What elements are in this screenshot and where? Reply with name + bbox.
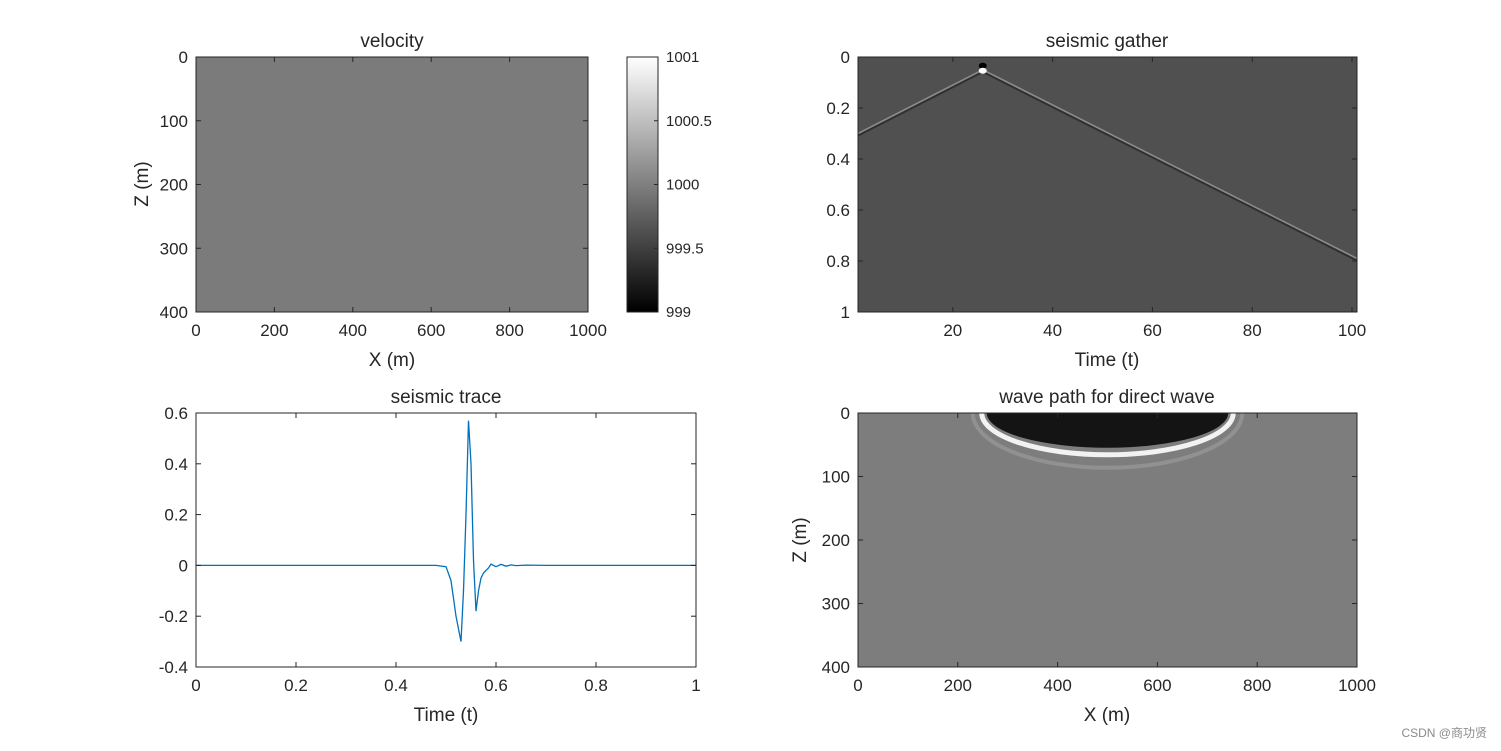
wavepath-yticks: 0 100 200 300 400 bbox=[822, 404, 1357, 677]
trace-xtick-label: 0 bbox=[191, 676, 200, 695]
gather-title: seismic gather bbox=[1046, 31, 1169, 52]
trace-ytick-label: 0.4 bbox=[164, 455, 188, 474]
colorbar-tick-label: 1001 bbox=[666, 49, 699, 66]
gather-xlabel: Time (t) bbox=[1075, 350, 1140, 371]
trace-yticks: -0.4 -0.2 0 0.2 0.4 0.6 bbox=[159, 404, 696, 677]
wavepath-ytick-label: 200 bbox=[822, 531, 850, 550]
seismic-gather-panel: seismic gather Time (t) 20 40 60 80 100 0 0.2… bbox=[826, 31, 1366, 371]
velocity-xtick-label: 600 bbox=[417, 321, 445, 340]
trace-ytick-label: -0.4 bbox=[159, 658, 188, 677]
velocity-panel: velocity X (m) Z (m) 0 200 400 600 800 1000 0… bbox=[132, 31, 712, 371]
velocity-xlabel: X (m) bbox=[369, 350, 415, 371]
trace-xtick-label: 0.6 bbox=[484, 676, 508, 695]
velocity-ytick-label: 200 bbox=[160, 176, 188, 195]
trace-xtick-label: 0.2 bbox=[284, 676, 308, 695]
gather-ytick-label: 0.8 bbox=[826, 252, 850, 271]
watermark: CSDN @商功贤 bbox=[1401, 726, 1487, 740]
gather-image bbox=[858, 57, 1357, 312]
direct-wave-left-trough bbox=[858, 69, 984, 137]
wavepath-shapes bbox=[952, 413, 1263, 486]
colorbar-tick-label: 999.5 bbox=[666, 240, 704, 257]
trace-ytick-label: -0.2 bbox=[159, 607, 188, 626]
gather-yticks: 0 0.2 0.4 0.6 0.8 1 bbox=[826, 48, 1357, 322]
velocity-image bbox=[196, 57, 588, 312]
gather-xtick-label: 60 bbox=[1143, 321, 1162, 340]
gather-xticks: 20 40 60 80 100 bbox=[943, 57, 1366, 340]
velocity-ytick-label: 300 bbox=[160, 239, 188, 258]
trace-xticks: 0 0.2 0.4 0.6 0.8 1 bbox=[191, 413, 701, 695]
wave-path-panel: wave path for direct wave X (m) Z (m) 0 2… bbox=[790, 387, 1376, 726]
gather-ytick-label: 0.4 bbox=[826, 150, 850, 169]
trace-axes-box bbox=[195, 412, 697, 668]
direct-wave-right bbox=[982, 69, 1357, 260]
wavepath-ytick-label: 0 bbox=[841, 404, 850, 423]
gather-ytick-label: 1 bbox=[841, 303, 850, 322]
colorbar-tick-label: 1000 bbox=[666, 177, 699, 194]
source-peak bbox=[978, 67, 987, 74]
velocity-ytick-label: 0 bbox=[179, 48, 188, 67]
velocity-ytick-label: 100 bbox=[160, 112, 188, 131]
wavepath-xticks: 0 200 400 600 800 1000 bbox=[853, 413, 1376, 695]
wavepath-xtick-label: 1000 bbox=[1338, 676, 1376, 695]
colorbar bbox=[626, 56, 659, 313]
trace-xtick-label: 0.4 bbox=[384, 676, 408, 695]
gather-ytick-label: 0.6 bbox=[826, 201, 850, 220]
gather-axes-box bbox=[857, 56, 1358, 313]
trace-ytick-label: 0.2 bbox=[164, 506, 188, 525]
wavepath-xtick-label: 600 bbox=[1143, 676, 1171, 695]
velocity-xtick-label: 0 bbox=[191, 321, 200, 340]
direct-wave-right-trough bbox=[982, 69, 1357, 262]
velocity-yticks: 0 100 200 300 400 bbox=[160, 48, 588, 322]
colorbar-ticks: 1001 1000.5 1000 999.5 999 bbox=[654, 49, 712, 321]
gather-ytick-label: 0 bbox=[841, 48, 850, 67]
trace-plot-area bbox=[196, 413, 696, 667]
wavepath-xtick-label: 800 bbox=[1243, 676, 1271, 695]
velocity-xtick-label: 200 bbox=[260, 321, 288, 340]
velocity-xtick-label: 1000 bbox=[569, 321, 607, 340]
wavepath-ytick-label: 100 bbox=[822, 468, 850, 487]
velocity-title: velocity bbox=[360, 31, 424, 52]
trace-line bbox=[196, 420, 696, 642]
wavepath-xtick-label: 400 bbox=[1043, 676, 1071, 695]
trace-ytick-label: 0 bbox=[179, 556, 188, 575]
direct-wave-left bbox=[858, 69, 984, 135]
wavepath-title: wave path for direct wave bbox=[998, 387, 1214, 408]
wavepath-xtick-label: 200 bbox=[944, 676, 972, 695]
wavepath-core bbox=[986, 413, 1229, 448]
wavepath-xtick-label: 0 bbox=[853, 676, 862, 695]
trace-title: seismic trace bbox=[391, 387, 502, 408]
trace-ytick-label: 0.6 bbox=[164, 404, 188, 423]
gather-xtick-label: 20 bbox=[943, 321, 962, 340]
velocity-ytick-label: 400 bbox=[160, 303, 188, 322]
velocity-xtick-label: 400 bbox=[339, 321, 367, 340]
colorbar-tick-label: 999 bbox=[666, 304, 691, 321]
wavepath-ylabel: Z (m) bbox=[790, 517, 811, 562]
velocity-xtick-label: 800 bbox=[495, 321, 523, 340]
gather-xtick-label: 100 bbox=[1338, 321, 1366, 340]
wavepath-xlabel: X (m) bbox=[1084, 705, 1130, 726]
seismic-trace-panel: seismic trace Time (t) 0 0.2 0.4 0.6 0.8 1 -0… bbox=[159, 387, 701, 726]
velocity-xticks: 0 200 400 600 800 1000 bbox=[191, 57, 607, 340]
gather-xtick-label: 80 bbox=[1243, 321, 1262, 340]
trace-xtick-label: 1 bbox=[691, 676, 700, 695]
gather-events bbox=[858, 62, 1357, 262]
source-trough bbox=[978, 62, 987, 69]
gather-xtick-label: 40 bbox=[1043, 321, 1062, 340]
velocity-ylabel: Z (m) bbox=[132, 161, 153, 206]
gather-ytick-label: 0.2 bbox=[826, 99, 850, 118]
wavepath-ytick-label: 300 bbox=[822, 595, 850, 614]
trace-xlabel: Time (t) bbox=[414, 705, 479, 726]
trace-xtick-label: 0.8 bbox=[584, 676, 608, 695]
wavepath-ytick-label: 400 bbox=[822, 658, 850, 677]
colorbar-tick-label: 1000.5 bbox=[666, 113, 712, 130]
